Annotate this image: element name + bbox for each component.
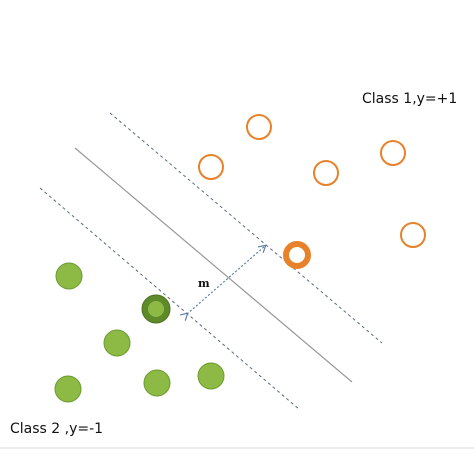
class1-support-vector [283, 241, 311, 269]
lower-margin [39, 187, 301, 411]
class1-point [400, 222, 426, 248]
class2-point [55, 262, 83, 290]
upper-margin [109, 112, 383, 344]
class2-point [54, 375, 82, 403]
class2-point [143, 369, 171, 397]
class1-point [198, 154, 224, 180]
class2-label: Class 2 ,y=-1 [10, 421, 103, 437]
margin-label: m [198, 277, 210, 290]
class1-point [246, 114, 272, 140]
class1-points [198, 114, 426, 269]
class2-point [197, 362, 225, 390]
class1-point [313, 160, 339, 186]
class1-label: Class 1,y=+1 [362, 91, 457, 107]
class2-support-vector-core [148, 301, 164, 317]
class2-points [54, 262, 225, 403]
class1-point [380, 140, 406, 166]
margin-arrow [187, 246, 265, 314]
class2-point [103, 329, 131, 357]
